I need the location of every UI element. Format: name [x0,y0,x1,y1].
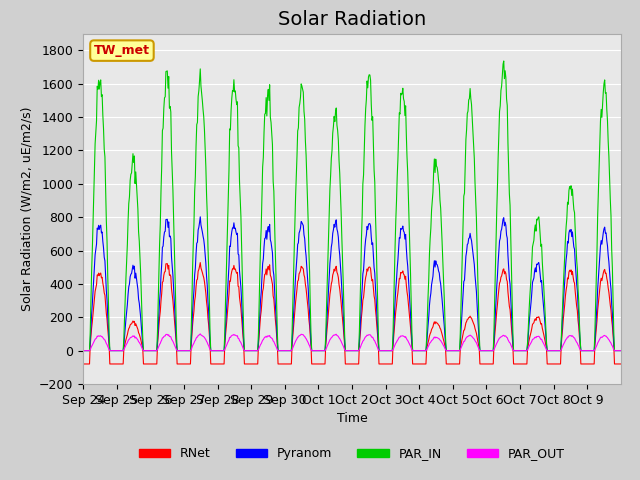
RNet [438,331,446,337]
RNet [408,343,416,348]
PAR_IN [500,58,508,64]
Pyranom [143,348,150,353]
Title: Solar Radiation: Solar Radiation [278,10,426,29]
RNet [143,361,150,367]
PAR_IN [617,348,625,353]
PAR_OUT [242,348,250,353]
Line: Pyranom: Pyranom [83,217,621,350]
Pyranom [196,214,204,220]
PAR_OUT [289,345,296,351]
Y-axis label: Solar Radiation (W/m2, uE/m2/s): Solar Radiation (W/m2, uE/m2/s) [20,107,33,311]
Line: PAR_IN: PAR_IN [83,61,621,350]
Pyranom [289,325,296,331]
RNet [617,361,625,367]
PAR_IN [288,330,296,336]
PAR_OUT [438,340,446,346]
X-axis label: Time: Time [337,412,367,425]
PAR_IN [408,302,415,308]
Pyranom [242,348,250,353]
Line: RNet: RNet [83,263,621,364]
PAR_IN [241,348,249,353]
PAR_OUT [617,348,625,353]
Line: PAR_OUT: PAR_OUT [83,334,621,350]
Pyranom [408,339,416,345]
PAR_OUT [143,348,150,353]
PAR_IN [268,131,276,137]
RNet [289,333,296,339]
Pyranom [438,297,446,302]
Pyranom [617,348,625,353]
PAR_IN [79,348,87,353]
PAR_OUT [408,347,416,352]
Pyranom [269,250,276,256]
Pyranom [79,348,87,353]
Text: TW_met: TW_met [94,44,150,57]
PAR_OUT [79,348,87,353]
RNet [242,361,250,367]
RNet [79,361,87,367]
RNet [269,281,276,287]
PAR_IN [438,221,445,227]
PAR_OUT [196,331,204,337]
PAR_OUT [269,336,276,342]
RNet [196,260,204,265]
PAR_IN [143,348,150,353]
Legend: RNet, Pyranom, PAR_IN, PAR_OUT: RNet, Pyranom, PAR_IN, PAR_OUT [134,443,570,465]
